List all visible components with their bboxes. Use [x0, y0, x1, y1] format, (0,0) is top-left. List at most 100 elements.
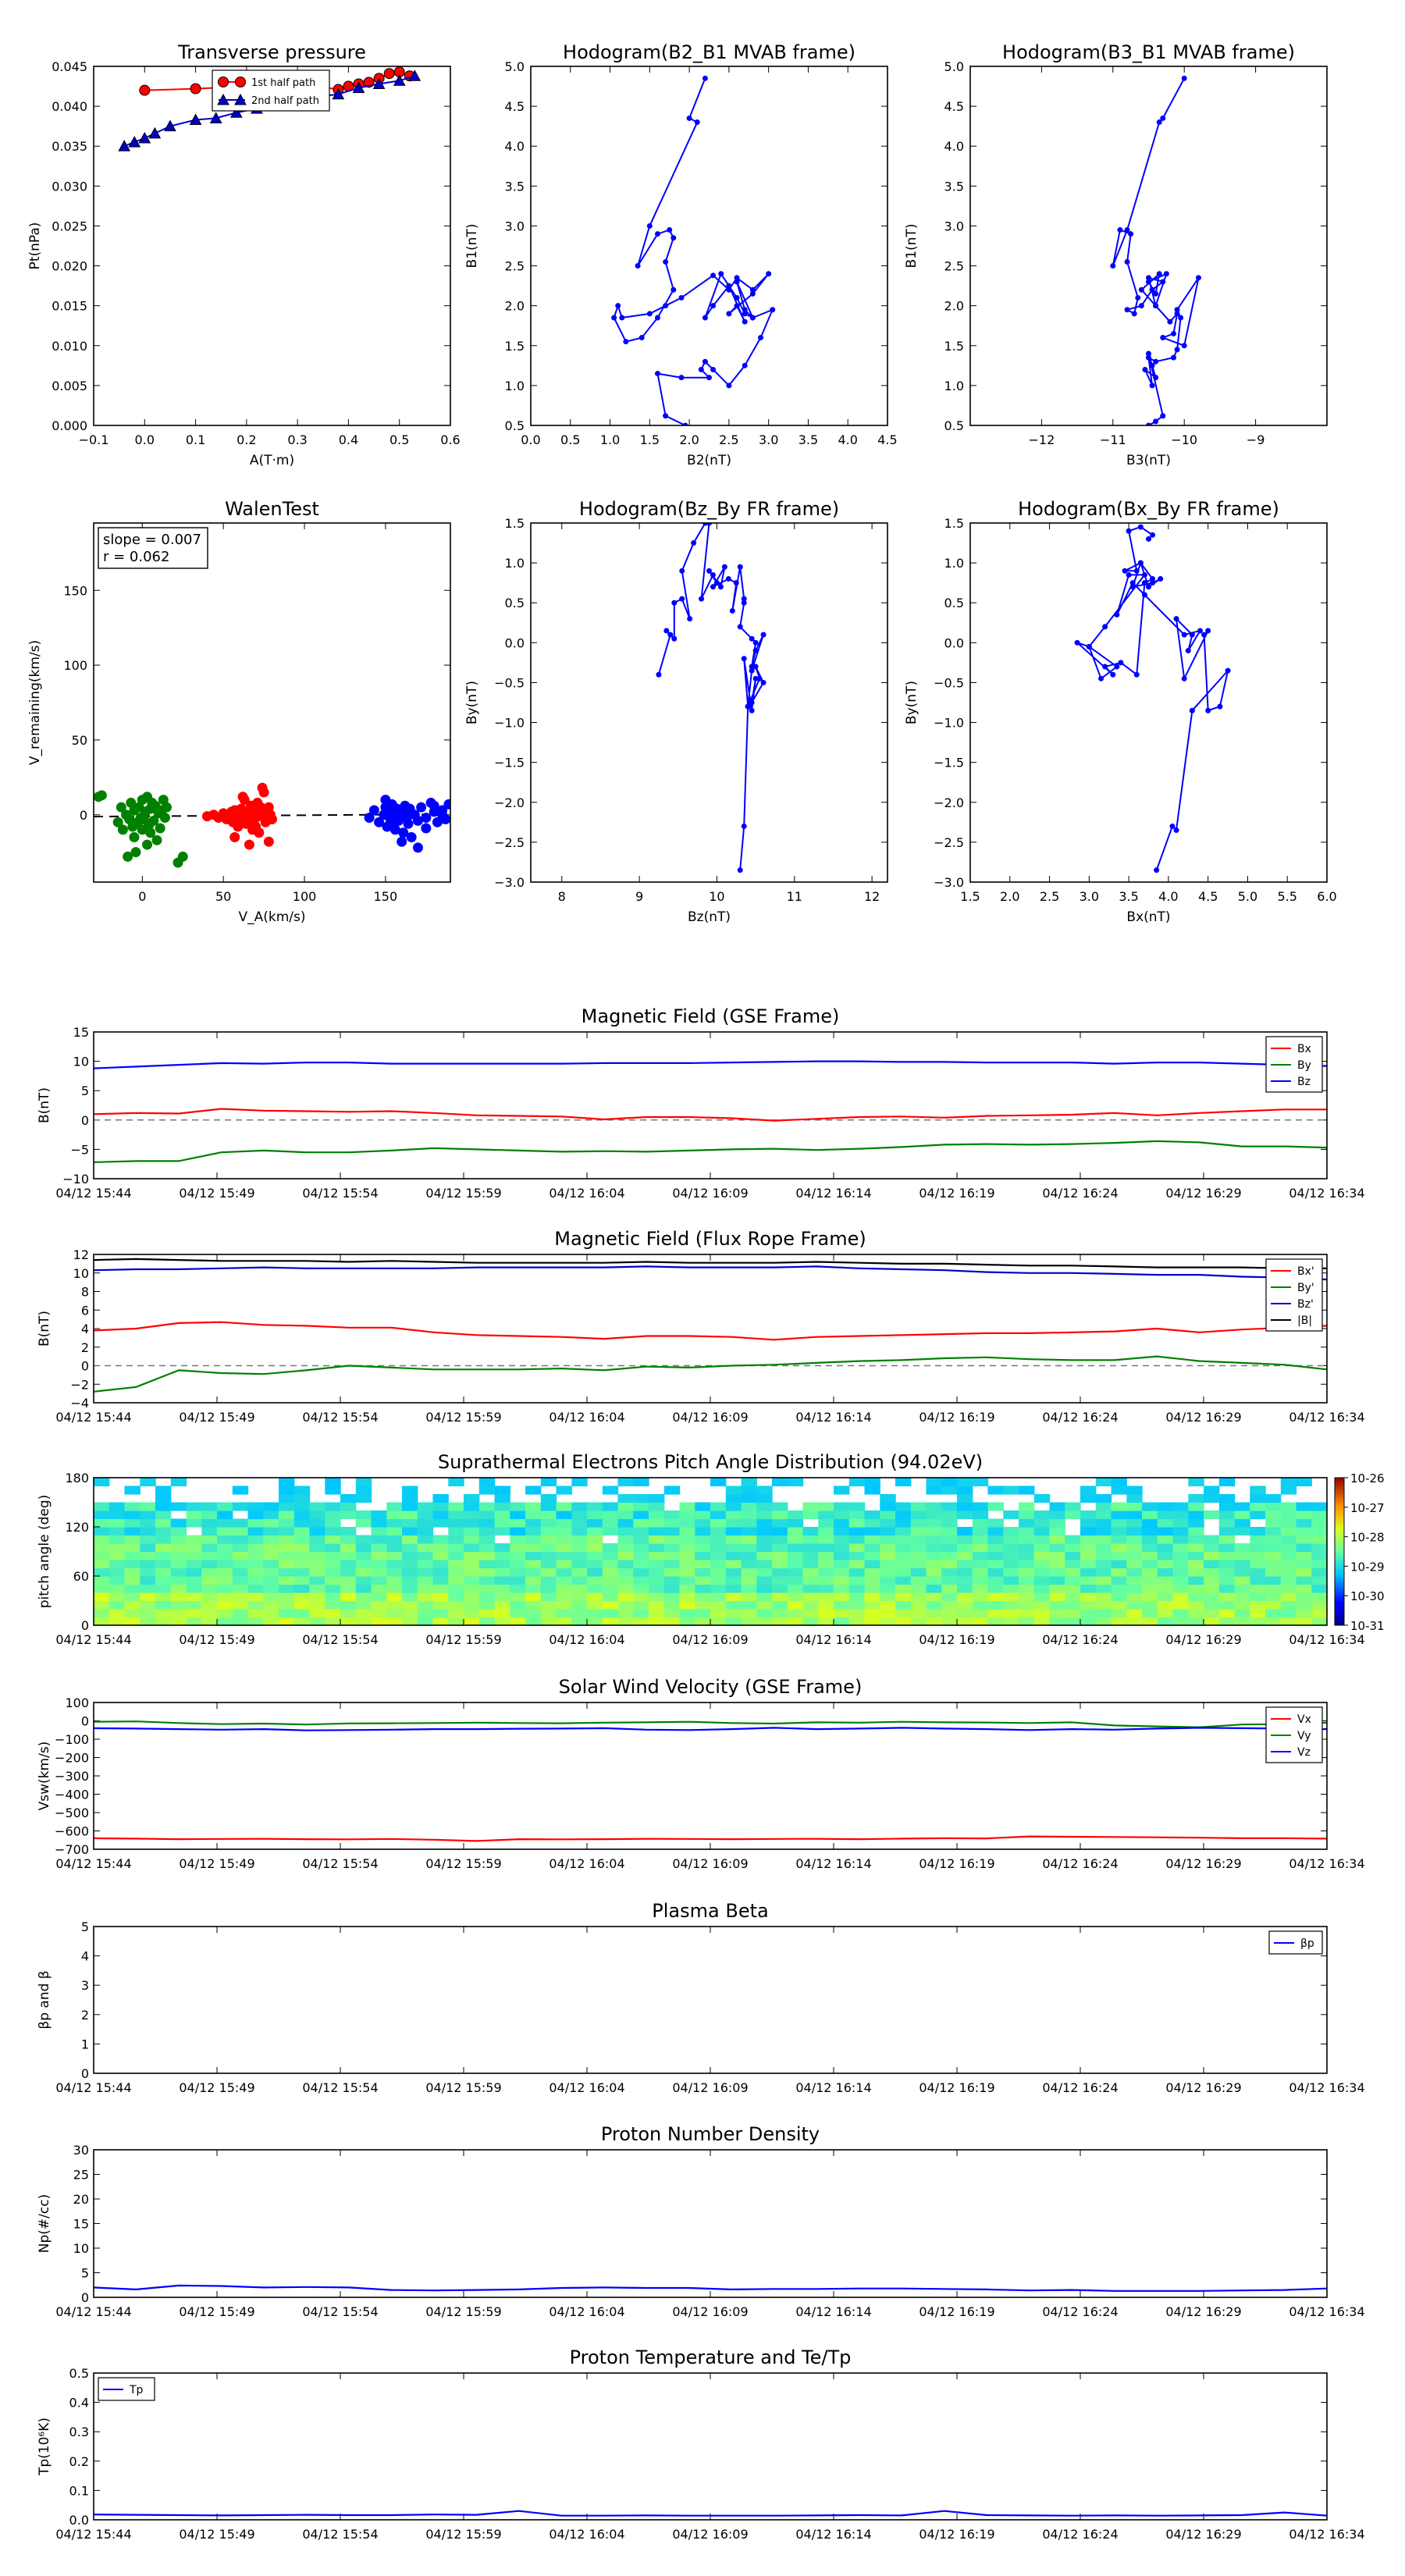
heatmap-cell	[309, 1502, 325, 1511]
heatmap-cell	[772, 1592, 788, 1602]
heatmap-cell	[571, 1551, 588, 1560]
heatmap-cell	[155, 1494, 172, 1503]
heatmap-cell	[633, 1567, 649, 1577]
heatmap-cell	[725, 1535, 742, 1544]
heatmap-cell	[432, 1592, 449, 1602]
heatmap-cell	[124, 1510, 140, 1520]
data-point	[1156, 119, 1162, 126]
heatmap-cell	[1218, 1592, 1236, 1602]
heatmap-cell	[957, 1609, 973, 1618]
heatmap-cell	[525, 1543, 542, 1553]
heatmap-cell	[386, 1560, 403, 1569]
heatmap-cell	[725, 1510, 742, 1520]
heatmap-cell	[217, 1617, 233, 1626]
heatmap-cell	[1049, 1609, 1065, 1618]
y-tick-label: −5	[70, 1142, 89, 1157]
heatmap-cell	[602, 1584, 619, 1593]
heatmap-cell	[1033, 1494, 1051, 1503]
data-point	[710, 584, 716, 590]
data-point	[687, 616, 693, 622]
heatmap-cell	[155, 1617, 172, 1626]
heatmap-cell	[864, 1478, 880, 1487]
heatmap-cell	[772, 1502, 788, 1511]
x-tick-label: 8	[558, 889, 566, 904]
heatmap-cell	[140, 1502, 156, 1511]
heatmap-cell	[140, 1560, 156, 1569]
heatmap-cell	[756, 1560, 773, 1569]
heatmap-cell	[510, 1592, 526, 1602]
x-tick-label: 04/12 16:29	[1165, 1632, 1241, 1647]
x-tick-label: 04/12 15:59	[425, 2304, 501, 2319]
x-tick-label: 04/12 16:19	[919, 2304, 994, 2319]
heatmap-cell	[910, 1567, 927, 1577]
heatmap-cell	[140, 1592, 156, 1602]
heatmap-cell	[772, 1551, 788, 1560]
heatmap-cell	[1003, 1609, 1019, 1618]
heatmap-cell	[1265, 1502, 1282, 1511]
heatmap-cell	[325, 1576, 341, 1585]
x-axis-label: B2(nT)	[687, 453, 731, 468]
heatmap-cell	[1250, 1576, 1266, 1585]
y-tick-label: −2.5	[934, 835, 964, 850]
heatmap-cell	[94, 1502, 110, 1511]
heatmap-cell	[663, 1527, 681, 1536]
heatmap-cell	[1065, 1576, 1081, 1585]
heatmap-cell	[1126, 1535, 1143, 1544]
heatmap-cell	[232, 1592, 249, 1602]
heatmap-cell	[340, 1527, 357, 1536]
heatmap-cell	[710, 1576, 727, 1585]
heatmap-cell	[617, 1600, 634, 1610]
heatmap-cell	[186, 1502, 202, 1511]
heatmap-cell	[633, 1535, 649, 1544]
heatmap-cell	[340, 1494, 357, 1503]
heatmap-cell	[1111, 1617, 1127, 1626]
heatmap-cell	[217, 1576, 233, 1585]
data-point	[1153, 290, 1159, 297]
heatmap-cell	[1033, 1617, 1051, 1626]
data-point	[713, 580, 720, 586]
y-tick-label: −100	[55, 1732, 89, 1747]
data-point	[1185, 648, 1191, 654]
heatmap-cell	[679, 1518, 695, 1528]
heatmap-cell	[741, 1592, 757, 1602]
x-tick-label: 04/12 16:34	[1289, 1632, 1364, 1647]
heatmap-cell	[1080, 1576, 1097, 1585]
heatmap-cell	[679, 1527, 695, 1536]
heatmap-cell	[263, 1527, 279, 1536]
heatmap-cell	[124, 1567, 140, 1577]
heatmap-cell	[309, 1592, 325, 1602]
chart-title: Proton Number Density	[601, 2123, 820, 2145]
heatmap-cell	[155, 1502, 172, 1511]
heatmap-cell	[695, 1567, 711, 1577]
data-point	[1110, 671, 1116, 678]
y-tick-label: 10	[73, 2241, 89, 2256]
heatmap-cell	[941, 1560, 958, 1569]
heatmap-cell	[1218, 1478, 1236, 1487]
annotation-text: slope = 0.007	[103, 532, 201, 548]
heatmap-cell	[649, 1567, 665, 1577]
heatmap-cell	[741, 1535, 757, 1544]
data-point	[1181, 632, 1187, 638]
series-line	[93, 1060, 1328, 1069]
heatmap-cell	[417, 1600, 434, 1610]
heatmap-cell	[617, 1527, 634, 1536]
x-tick-label: 04/12 15:49	[179, 1632, 254, 1647]
data-point	[412, 815, 423, 826]
chart-title: Hodogram(Bx_By FR frame)	[1018, 498, 1279, 520]
x-tick-label: 04/12 15:59	[425, 2527, 501, 2542]
heatmap-cell	[1111, 1584, 1127, 1593]
data-point	[721, 564, 727, 570]
heatmap-cell	[355, 1592, 372, 1602]
heatmap-cell	[772, 1584, 788, 1593]
colorbar-tick-label: 10-31	[1350, 1619, 1385, 1633]
heatmap-cell	[895, 1600, 912, 1610]
heatmap-cell	[494, 1584, 510, 1593]
heatmap-cell	[1172, 1543, 1189, 1553]
heatmap-cell	[679, 1617, 695, 1626]
heatmap-cell	[279, 1535, 295, 1544]
heatmap-cell	[1142, 1567, 1158, 1577]
data-point	[1217, 703, 1223, 710]
heatmap-cell	[926, 1551, 942, 1560]
heatmap-cell	[1095, 1518, 1112, 1528]
x-tick-label: 04/12 16:14	[795, 1632, 871, 1647]
